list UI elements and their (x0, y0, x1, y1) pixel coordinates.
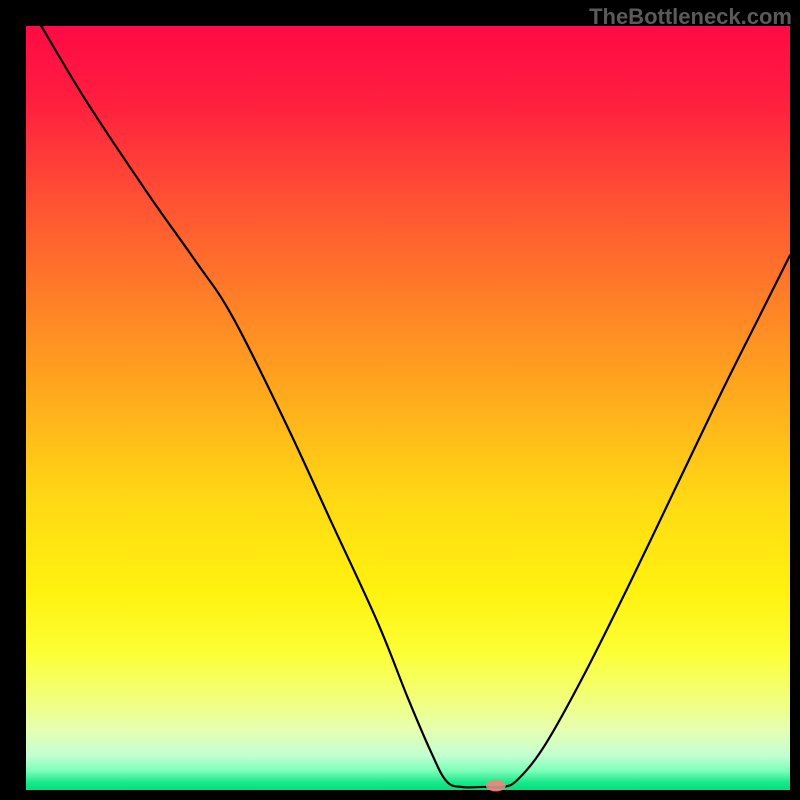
optimal-point-marker (486, 779, 506, 791)
gradient-line-chart (0, 0, 800, 800)
watermark-text: TheBottleneck.com (589, 4, 792, 30)
plot-gradient-background (26, 26, 790, 790)
chart-container: TheBottleneck.com (0, 0, 800, 800)
